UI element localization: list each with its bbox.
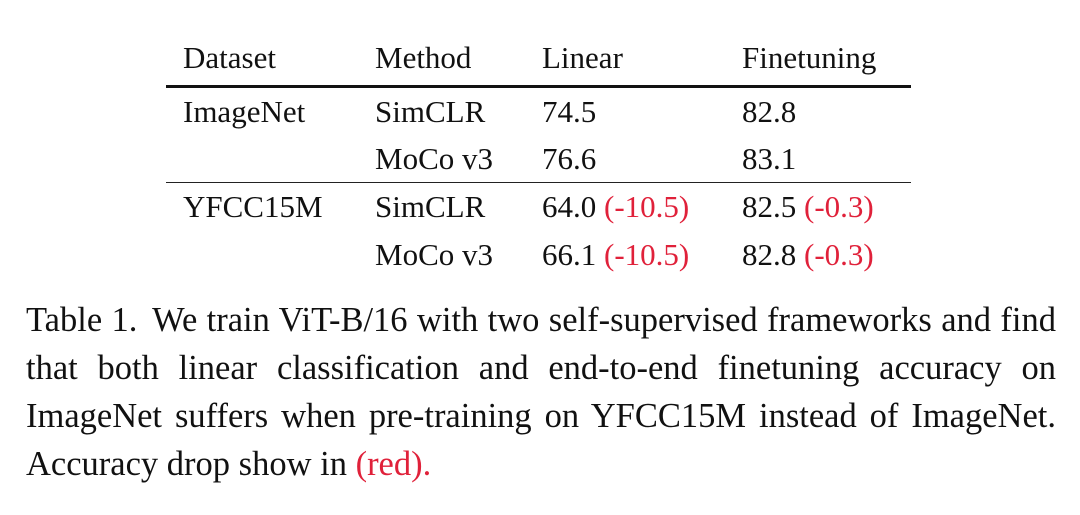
finetuning-value: 82.8 <box>742 93 797 129</box>
cell-dataset: ImageNet <box>183 93 306 129</box>
table-header-row: Dataset Method Linear Finetuning <box>166 30 911 88</box>
header-finetuning: Finetuning <box>742 30 911 88</box>
results-table-container: Dataset Method Linear Finetuning ImageNe… <box>166 30 911 279</box>
cell-dataset <box>166 134 375 183</box>
cell-finetuning: 83.1 <box>742 134 911 183</box>
header-linear: Linear <box>542 30 742 88</box>
linear-value: 76.6 <box>542 140 597 176</box>
linear-value: 66.1 <box>542 237 597 272</box>
cell-method: SimCLR <box>375 93 486 129</box>
header-method: Method <box>375 30 542 88</box>
finetuning-value: 82.8 <box>742 237 797 272</box>
cell-linear: 76.6 <box>542 134 742 183</box>
caption-paragraph: Table 1. We train ViT-B/16 with two self… <box>26 296 1056 488</box>
linear-value: 64.0 <box>542 189 597 225</box>
caption-text: We train ViT-B/16 with two self-supervis… <box>26 301 1056 483</box>
cell-method: MoCo v3 <box>375 134 542 183</box>
header-dataset: Dataset <box>166 30 375 88</box>
linear-drop: (-10.5) <box>604 237 690 272</box>
caption-highlight: (red). <box>355 445 432 483</box>
table-row: MoCo v3 66.1 (-10.5) 82.8 (-0.3) <box>166 231 911 279</box>
cell-dataset <box>166 231 375 279</box>
linear-drop: (-10.5) <box>604 189 690 225</box>
finetuning-drop: (-0.3) <box>804 237 874 272</box>
finetuning-value: 83.1 <box>742 140 797 176</box>
cell-finetuning: 82.8 <box>742 87 911 135</box>
table-caption: Table 1. We train ViT-B/16 with two self… <box>26 296 1056 488</box>
linear-value: 74.5 <box>542 93 597 129</box>
table-row: YFCC15M SimCLR 64.0 (-10.5) 82.5 (-0.3) <box>166 183 911 231</box>
cell-finetuning: 82.8 (-0.3) <box>742 231 911 279</box>
table-row: MoCo v3 76.6 83.1 <box>166 134 911 183</box>
cell-finetuning: 82.5 (-0.3) <box>742 183 911 231</box>
cell-method: SimCLR <box>375 189 486 225</box>
cell-linear: 74.5 <box>542 87 742 135</box>
cell-linear: 66.1 (-10.5) <box>542 231 742 279</box>
table-row: ImageNet SimCLR 74.5 82.8 <box>166 87 911 135</box>
cell-dataset: YFCC15M <box>183 189 323 225</box>
cell-linear: 64.0 (-10.5) <box>542 183 742 231</box>
finetuning-drop: (-0.3) <box>804 189 874 225</box>
cell-method: MoCo v3 <box>375 237 493 272</box>
caption-label: Table 1. <box>26 301 138 339</box>
results-table: Dataset Method Linear Finetuning ImageNe… <box>166 30 911 279</box>
finetuning-value: 82.5 <box>742 189 797 225</box>
